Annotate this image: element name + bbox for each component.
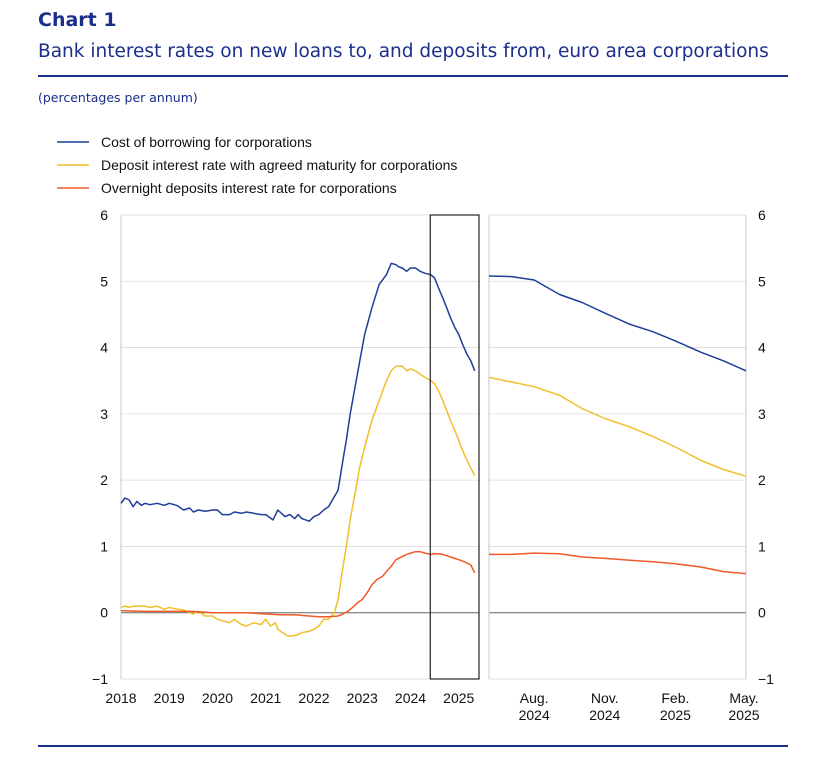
x-tick-label-left: 2024 — [395, 690, 426, 706]
x-tick-label-right: Feb. — [661, 690, 689, 706]
axes: −1 −1 0 0 1 1 2 2 3 3 4 4 5 5 6 6 2018 2019 2020 2021 2022 20… — [92, 207, 774, 723]
x-tick-label-left: 2019 — [154, 690, 185, 706]
left-deposit-interest-rate-with-agreed-maturity-for-corporations-line — [120, 365, 476, 637]
x-tick-label-left: 2021 — [250, 690, 281, 706]
y-tick-label-right: 4 — [758, 340, 766, 356]
y-tick-label-right: 2 — [758, 472, 766, 488]
right-overnight-deposits-interest-rate-for-corporations-line — [489, 552, 747, 575]
y-tick-label-right: 0 — [758, 605, 766, 621]
x-tick-label-right: 2025 — [660, 707, 691, 723]
zoom-highlight-box — [429, 214, 480, 680]
y-tick-label-right: −1 — [758, 671, 774, 687]
bottom-divider — [38, 745, 788, 747]
x-tick-label-right: 2024 — [589, 707, 620, 723]
y-tick-label-left: 0 — [100, 605, 108, 621]
x-tick-label-right: 2024 — [519, 707, 550, 723]
left-cost-of-borrowing-for-corporations-line — [120, 262, 476, 522]
y-tick-label-left: 4 — [100, 340, 108, 356]
y-tick-label-left: 6 — [100, 207, 108, 223]
y-tick-label-left: 3 — [100, 406, 108, 422]
left-panel-series — [120, 262, 476, 637]
x-tick-label-right: Nov. — [591, 690, 619, 706]
x-tick-label-left: 2025 — [443, 690, 474, 706]
y-tick-label-right: 3 — [758, 406, 766, 422]
left-overnight-deposits-interest-rate-for-corporations-line — [120, 550, 476, 618]
legend-label: Deposit interest rate with agreed maturi… — [101, 157, 457, 173]
chart-title: Bank interest rates on new loans to, and… — [38, 41, 769, 62]
right-panel-series — [488, 275, 747, 575]
x-tick-label-left: 2023 — [347, 690, 378, 706]
x-tick-label-left: 2018 — [105, 690, 136, 706]
x-tick-label-right: May. — [729, 690, 758, 706]
y-tick-label-left: 5 — [100, 273, 108, 289]
right-cost-of-borrowing-for-corporations-line — [488, 275, 747, 372]
legend-label: Overnight deposits interest rate for cor… — [101, 180, 397, 196]
y-tick-label-left: 2 — [100, 472, 108, 488]
y-tick-label-right: 1 — [758, 538, 766, 554]
x-tick-label-left: 2020 — [202, 690, 233, 706]
x-tick-label-right: 2025 — [728, 707, 759, 723]
x-tick-label-left: 2022 — [298, 690, 329, 706]
gridlines — [120, 214, 747, 680]
title-divider — [38, 75, 788, 77]
chart-label: Chart 1 — [38, 9, 117, 31]
x-tick-label-right: Aug. — [520, 690, 549, 706]
y-tick-label-left: 1 — [100, 538, 108, 554]
y-tick-label-left: −1 — [92, 671, 108, 687]
right-deposit-interest-rate-with-agreed-maturity-for-corporations-line — [488, 376, 747, 477]
legend: Cost of borrowing for corporations Deposi… — [57, 134, 457, 196]
legend-label: Cost of borrowing for corporations — [101, 134, 312, 150]
y-tick-label-right: 5 — [758, 273, 766, 289]
y-tick-label-right: 6 — [758, 207, 766, 223]
units-label: (percentages per annum) — [38, 90, 198, 105]
